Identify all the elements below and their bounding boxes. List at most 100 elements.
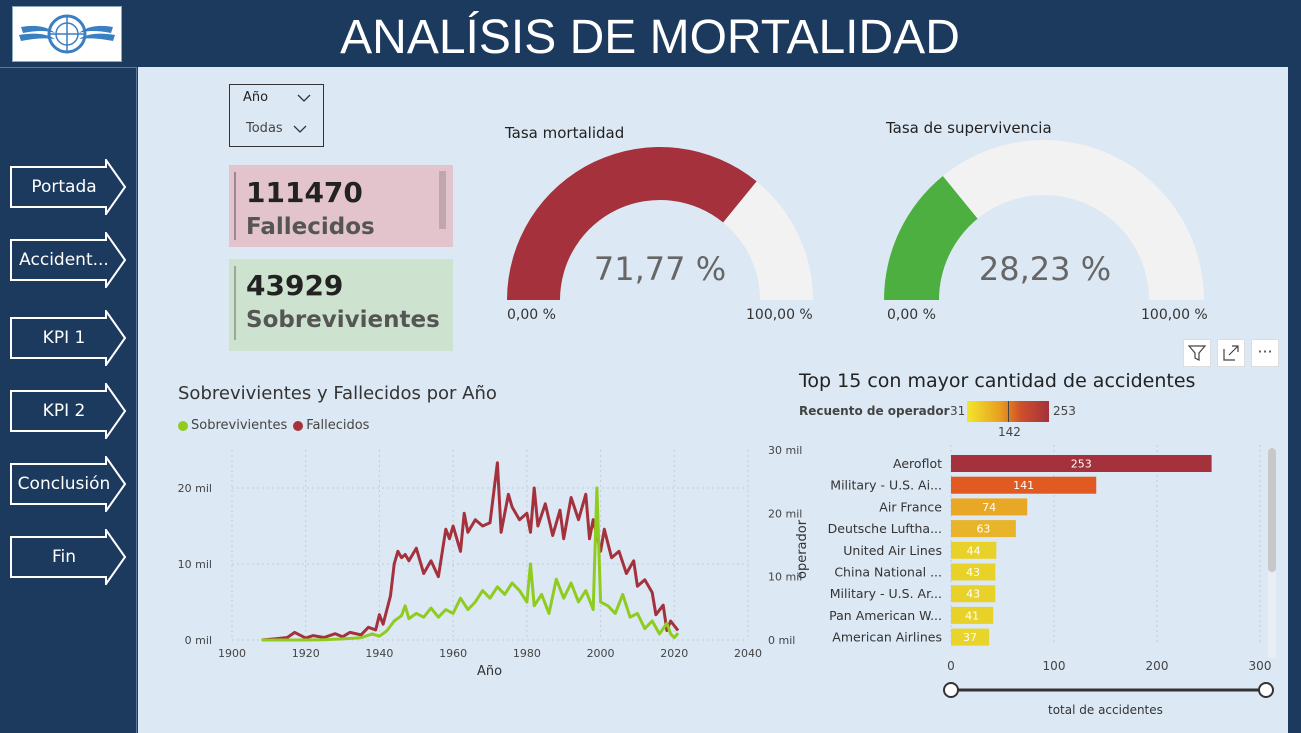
legend-dot-fallecidos xyxy=(293,420,304,431)
gauge-remaining-arc xyxy=(723,181,813,300)
bar xyxy=(951,628,990,646)
bar-chart-ylabel: operador xyxy=(795,519,810,579)
bar-legend-max: 253 xyxy=(1053,404,1076,418)
gauge-supervivencia[interactable] xyxy=(882,135,1207,305)
line-chart-legend: Sobrevivientes Fallecidos xyxy=(178,418,369,433)
bar xyxy=(951,476,1097,494)
bar-chart-scrollbar-track[interactable] xyxy=(1268,448,1276,658)
range-slider-handle-max[interactable] xyxy=(1258,682,1274,698)
bar-category-label: Military - U.S. Ar... xyxy=(830,586,942,601)
y-tick-right: 10 mil xyxy=(768,571,802,584)
bar-data-label: 41 xyxy=(965,609,979,622)
x-tick: 2040 xyxy=(734,647,762,660)
gauge-mortalidad[interactable] xyxy=(500,140,820,305)
gauge-value-arc xyxy=(884,175,978,300)
sidebar xyxy=(0,67,137,733)
nav-conclusion-label: Conclusión xyxy=(17,474,111,494)
nav-portada-button[interactable]: Portada xyxy=(10,159,127,215)
filter-icon xyxy=(1187,345,1207,361)
bar xyxy=(951,585,996,603)
x-tick: 100 xyxy=(1043,659,1066,673)
kpi-accent-bar xyxy=(234,172,236,240)
gauge-remaining-arc xyxy=(942,140,1204,300)
y-tick-right: 20 mil xyxy=(768,507,802,520)
kpi-accent-bar xyxy=(234,266,236,340)
nav-kpi1-button[interactable]: KPI 1 xyxy=(10,310,127,366)
bar-data-label: 43 xyxy=(966,566,980,579)
line-chart-xlabel: Año xyxy=(477,664,503,679)
bar-data-label: 253 xyxy=(1071,458,1092,471)
kpi-label: Fallecidos xyxy=(246,214,375,240)
kpi-card-sobrevivientes: 43929 Sobrevivientes xyxy=(229,259,453,351)
kpi-value: 111470 xyxy=(246,176,363,209)
bar xyxy=(951,563,996,581)
gauge-title: Tasa de supervivencia xyxy=(886,119,1052,137)
slicer-value[interactable]: Todas xyxy=(246,121,283,136)
bar xyxy=(951,606,994,624)
series-line-fallecidos xyxy=(261,461,680,642)
bar-legend-gradient xyxy=(967,401,1049,422)
chevron-down-icon[interactable] xyxy=(297,93,311,103)
bar-chart[interactable]: 0 100 200 300 Aeroflot 253 Military - U.S. Ai.… xyxy=(825,445,1280,680)
chevron-down-icon[interactable] xyxy=(293,124,307,134)
x-tick: 1980 xyxy=(513,647,541,660)
x-tick: 300 xyxy=(1249,659,1272,673)
gauge-value: 71,77 % xyxy=(593,250,727,288)
gauge-value: 28,23 % xyxy=(978,250,1112,288)
bar-chart-title: Top 15 con mayor cantidad de accidentes xyxy=(799,370,1196,392)
bar-category-label: Pan American W... xyxy=(829,608,942,623)
bar-category-label: Military - U.S. Ai... xyxy=(830,478,942,493)
more-options-button[interactable]: ··· xyxy=(1251,339,1279,367)
y-tick-right: 0 mil xyxy=(768,634,795,647)
filter-button[interactable] xyxy=(1183,339,1211,367)
legend-fallecidos[interactable]: Fallecidos xyxy=(306,418,370,433)
focus-mode-icon xyxy=(1223,345,1239,361)
nav-accidentes-button[interactable]: Accident... xyxy=(10,232,127,288)
nav-kpi2-label: KPI 2 xyxy=(42,401,86,421)
bar-data-label: 44 xyxy=(967,544,981,557)
bar-category-label: China National ... xyxy=(834,565,942,580)
kpi-value: 43929 xyxy=(246,269,344,302)
bar-category-label: United Air Lines xyxy=(843,543,942,558)
y-tick-left: 0 mil xyxy=(185,634,212,647)
x-tick: 2020 xyxy=(660,647,688,660)
range-slider-handle-min[interactable] xyxy=(943,682,959,698)
gauge-value-arc xyxy=(507,147,757,300)
bar-data-label: 37 xyxy=(963,631,977,644)
range-slider[interactable] xyxy=(940,680,1280,700)
x-tick: 1960 xyxy=(439,647,467,660)
bar xyxy=(951,541,997,559)
legend-sobrevivientes[interactable]: Sobrevivientes xyxy=(191,418,288,433)
bar-chart-scrollbar-thumb[interactable] xyxy=(1268,448,1276,572)
bar xyxy=(951,455,1212,472)
nav-kpi2-button[interactable]: KPI 2 xyxy=(10,383,127,439)
nav-accidentes-label: Accident... xyxy=(19,250,109,270)
kpi-label: Sobrevivientes xyxy=(246,307,440,333)
kpi-scrollbar xyxy=(439,171,446,229)
logo xyxy=(12,6,122,62)
x-tick: 2000 xyxy=(587,647,615,660)
line-chart-title: Sobrevivientes y Fallecidos por Año xyxy=(178,383,497,404)
line-chart[interactable]: 0 mil 10 mil 20 mil 0 mil 10 mil 20 mil 30 mil… xyxy=(170,440,820,690)
gauge-title: Tasa mortalidad xyxy=(505,124,625,142)
bar-legend-mid: 142 xyxy=(998,425,1021,439)
bar-category-label: Air France xyxy=(879,499,942,514)
nav-conclusion-button[interactable]: Conclusión xyxy=(10,456,127,512)
x-tick: 1920 xyxy=(292,647,320,660)
bar-data-label: 63 xyxy=(976,523,990,536)
focus-mode-button[interactable] xyxy=(1217,339,1245,367)
x-tick: 1900 xyxy=(218,647,246,660)
y-tick-right: 30 mil xyxy=(768,444,802,457)
slicer-label: Año xyxy=(243,90,269,105)
bar-data-label: 74 xyxy=(982,501,996,514)
bar-legend-title: Recuento de operador xyxy=(799,404,950,418)
bar xyxy=(951,498,1028,516)
page-title: ANALÍSIS DE MORTALIDAD xyxy=(340,11,960,64)
nav-portada-label: Portada xyxy=(31,177,97,197)
nav-fin-label: Fin xyxy=(51,547,77,567)
nav-fin-button[interactable]: Fin xyxy=(10,529,127,585)
bar-category-label: Aeroflot xyxy=(893,456,942,471)
kpi-card-fallecidos: 111470 Fallecidos xyxy=(229,165,453,247)
bar-legend-min: 31 xyxy=(950,404,966,418)
year-slicer[interactable]: Año Todas xyxy=(229,84,324,147)
